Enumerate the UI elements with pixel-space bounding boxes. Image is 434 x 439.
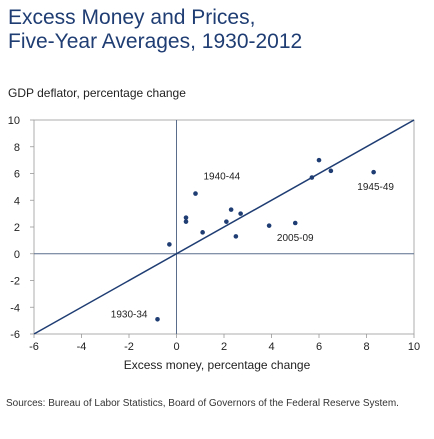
y-tick-label: 6 [14,169,20,181]
chart-title: Excess Money and Prices, Five-Year Avera… [8,6,428,54]
y-tick-label: 8 [14,142,20,154]
chart-title-line-2: Five-Year Averages, 1930-2012 [8,30,303,53]
y-tick-label: 0 [14,249,20,261]
y-tick-label: -2 [10,276,20,288]
data-point [238,211,243,216]
data-point [200,230,205,235]
y-axis-label: GDP deflator, percentage change [8,86,186,100]
y-tick-label: 4 [14,195,20,207]
x-tick-label: 10 [408,341,420,353]
data-point [228,207,234,212]
data-point [316,157,322,163]
data-point [233,234,239,239]
x-tick-label: 4 [268,341,274,353]
x-tick-label: 0 [173,341,179,353]
x-tick-label: -2 [124,341,134,353]
data-point-label: 1945-49 [357,182,394,193]
y-tick-label: -4 [10,302,20,314]
data-point [167,242,172,247]
x-tick-label: -6 [29,341,39,353]
data-point-label: 1940-44 [204,172,241,183]
source-note: Sources: Bureau of Labor Statistics, Boa… [6,398,399,409]
x-axis-label: Excess money, percentage change [123,358,311,372]
data-point [193,191,198,196]
x-tick-label: 6 [316,341,322,353]
y-tick-label: -6 [10,329,20,341]
x-tick-label: 2 [221,341,227,353]
data-point-label: 1930-34 [111,309,148,320]
reference-line [33,119,415,335]
data-point [266,223,272,228]
x-tick-label: 8 [363,341,369,353]
data-point-label: 2005-09 [277,233,314,244]
data-point [309,175,315,180]
data-point [292,220,298,226]
y-tick-label: 2 [14,222,20,234]
x-tick-label: -4 [77,341,87,353]
data-point [155,316,160,322]
data-point [183,219,189,224]
chart-title-line-1: Excess Money and Prices, [8,6,256,29]
y-tick-label: 10 [8,115,20,127]
data-point [328,168,334,174]
data-point [371,169,376,175]
data-point [183,215,189,220]
data-point [224,219,229,224]
